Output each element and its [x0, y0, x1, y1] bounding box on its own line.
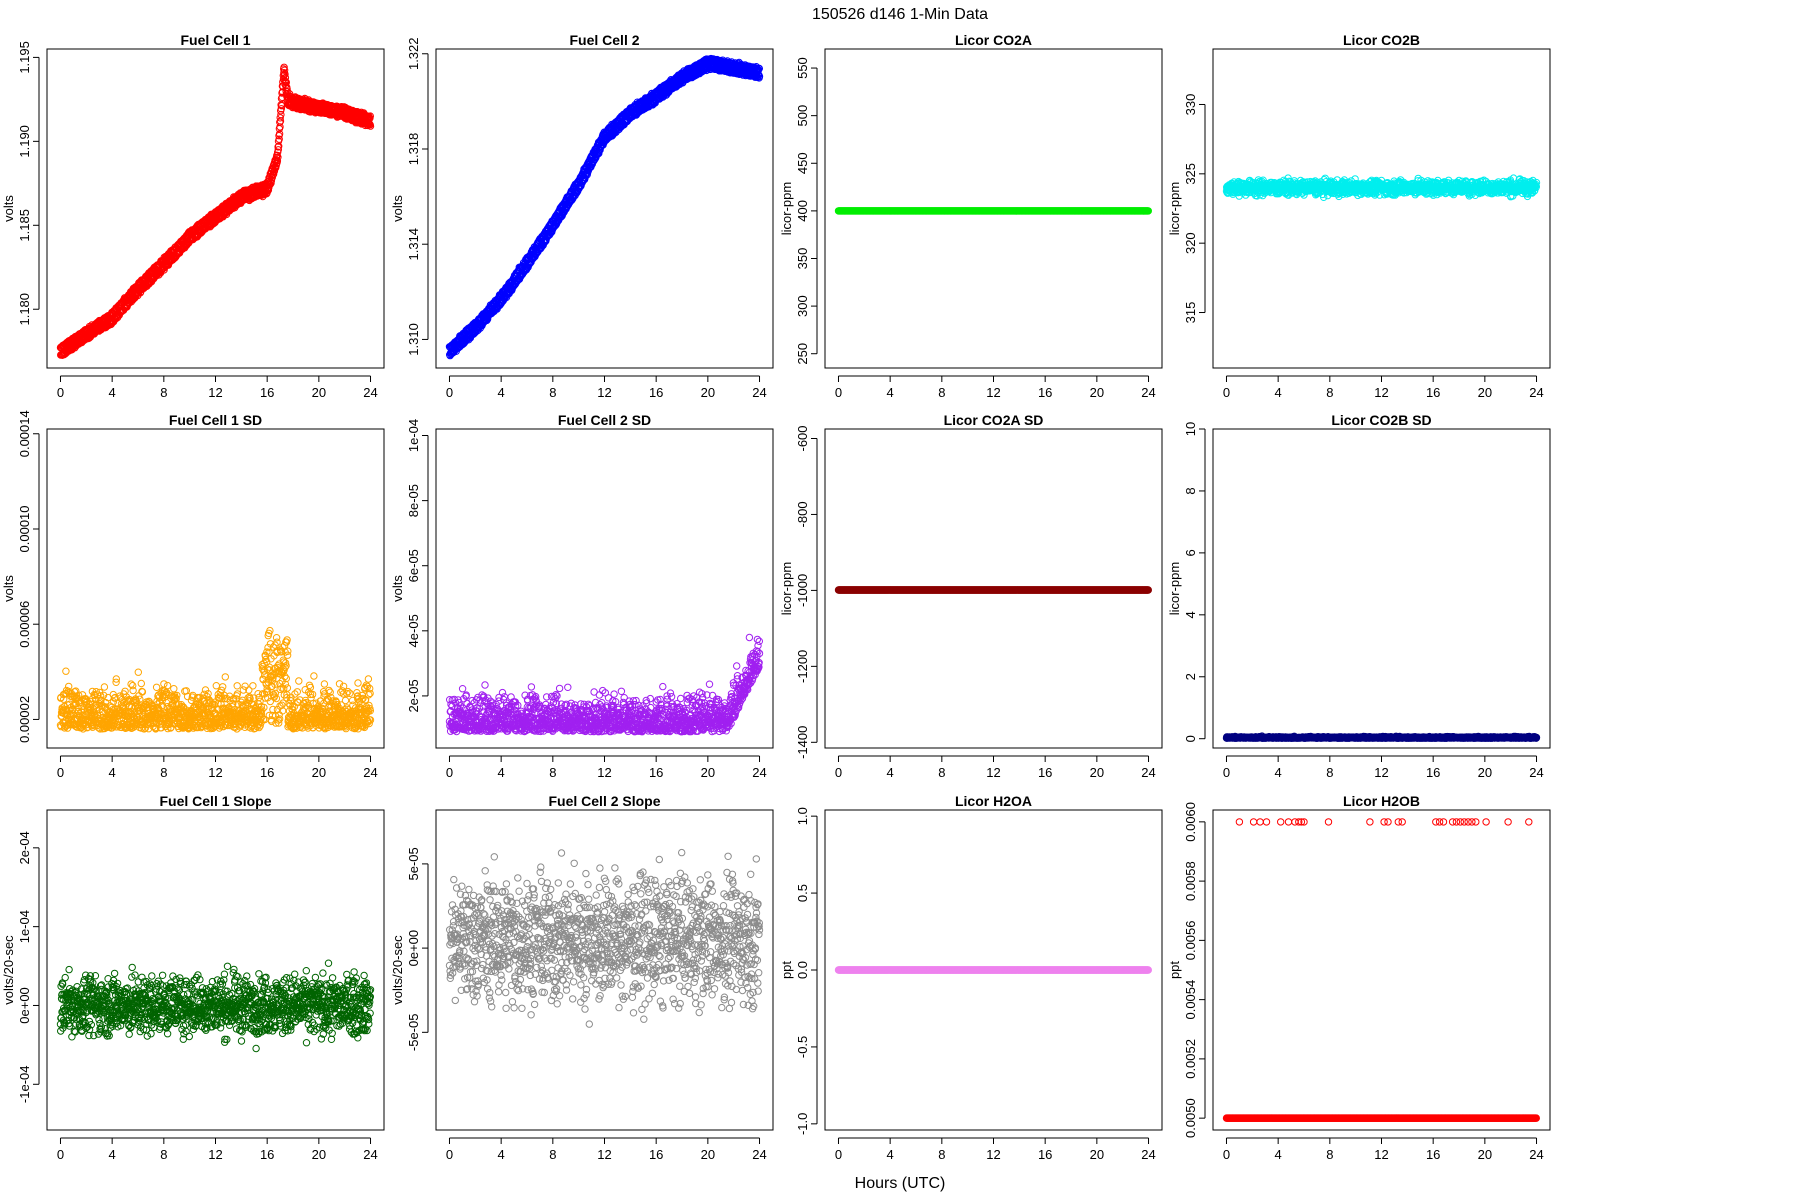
x-tick-label: 16: [1426, 385, 1440, 400]
figure-xlabel: Hours (UTC): [855, 1175, 946, 1192]
y-axis-label: volts: [1, 195, 16, 222]
y-tick-label: 250: [795, 343, 810, 365]
x-tick-label: 24: [363, 385, 377, 400]
panel-title: Licor CO2A: [955, 32, 1032, 48]
x-tick-label: 0: [57, 385, 64, 400]
y-tick-label: 350: [795, 248, 810, 270]
figure-title: 150526 d146 1-Min Data: [812, 6, 988, 23]
y-tick-label: 320: [1183, 232, 1198, 254]
panel-2: Fuel Cell 2 0 4 8 12 16 20 24 1.310 1.314 1.318 1.3…: [390, 32, 774, 400]
panel-title: Licor CO2B: [1343, 32, 1420, 48]
panel-1: Fuel Cell 1 0 4 8 12 16 20 24 1.180 1.185 1.190 1.1…: [1, 32, 385, 400]
y-tick-label: 1.195: [17, 41, 32, 74]
x-tick-label: 12: [597, 385, 611, 400]
y-tick-label: 1.310: [406, 323, 421, 356]
x-tick-label: 12: [1374, 385, 1388, 400]
series-points: [56, 63, 375, 359]
x-tick-label: 20: [1090, 385, 1104, 400]
panel-title: Fuel Cell 1: [180, 32, 250, 48]
y-tick-label: 1.180: [17, 293, 32, 326]
x-tick-label: 12: [986, 385, 1000, 400]
y-tick-label: 1.190: [17, 125, 32, 158]
x-tick-label: 8: [938, 385, 945, 400]
x-tick-label: 4: [109, 385, 116, 400]
series-points: [1222, 174, 1541, 202]
x-tick-label: 20: [312, 385, 326, 400]
x-tick-label: 24: [1141, 385, 1155, 400]
plot-frame: [46, 48, 385, 369]
y-tick-label: 330: [1183, 94, 1198, 116]
x-tick-label: 12: [208, 385, 222, 400]
y-tick-label: 500: [795, 105, 810, 127]
x-tick-label: 24: [752, 385, 766, 400]
x-tick-label: 8: [549, 385, 556, 400]
panel-title: Fuel Cell 2: [569, 32, 639, 48]
series-points: [445, 54, 764, 360]
x-tick-label: 4: [1275, 385, 1282, 400]
x-tick-label: 24: [1529, 385, 1543, 400]
plot-frame: [1212, 48, 1551, 369]
y-tick-label: 1.318: [406, 133, 421, 166]
y-tick-label: 315: [1183, 302, 1198, 324]
x-tick-label: 4: [887, 385, 894, 400]
panel-4: Licor CO2B 0 4 8 12 16 20 24 315 320 325 330 licor-p…: [1167, 32, 1551, 400]
y-tick-label: 325: [1183, 163, 1198, 185]
series-points: [834, 207, 1153, 215]
y-tick-label: 1.322: [406, 37, 421, 70]
x-tick-label: 4: [498, 385, 505, 400]
x-tick-label: 20: [1478, 385, 1492, 400]
panel-3: Licor CO2A 0 4 8 12 16 20 24 250 300 350 400 450 500 5…: [779, 32, 1163, 400]
x-tick-label: 16: [260, 385, 274, 400]
y-tick-label: 1.185: [17, 209, 32, 242]
x-tick-label: 8: [1326, 385, 1333, 400]
y-tick-label: 550: [795, 57, 810, 79]
y-axis-label: volts: [390, 195, 405, 222]
y-tick-label: 450: [795, 152, 810, 174]
x-tick-label: 0: [446, 385, 453, 400]
x-tick-label: 8: [160, 385, 167, 400]
x-tick-label: 0: [1223, 385, 1230, 400]
panel-grid: Fuel Cell 1 0 4 8 12 16 20 24 1.180 1.185 1.190 1.1…: [1, 32, 1551, 1162]
y-tick-label: 1.314: [406, 228, 421, 261]
y-tick-label: 300: [795, 295, 810, 317]
x-tick-label: 16: [649, 385, 663, 400]
x-tick-label: 16: [1038, 385, 1052, 400]
y-axis-label: licor-ppm: [1167, 182, 1182, 235]
x-tick-label: 0: [835, 385, 842, 400]
y-axis-label: licor-ppm: [779, 182, 794, 235]
y-tick-label: 400: [795, 200, 810, 222]
x-tick-label: 20: [701, 385, 715, 400]
